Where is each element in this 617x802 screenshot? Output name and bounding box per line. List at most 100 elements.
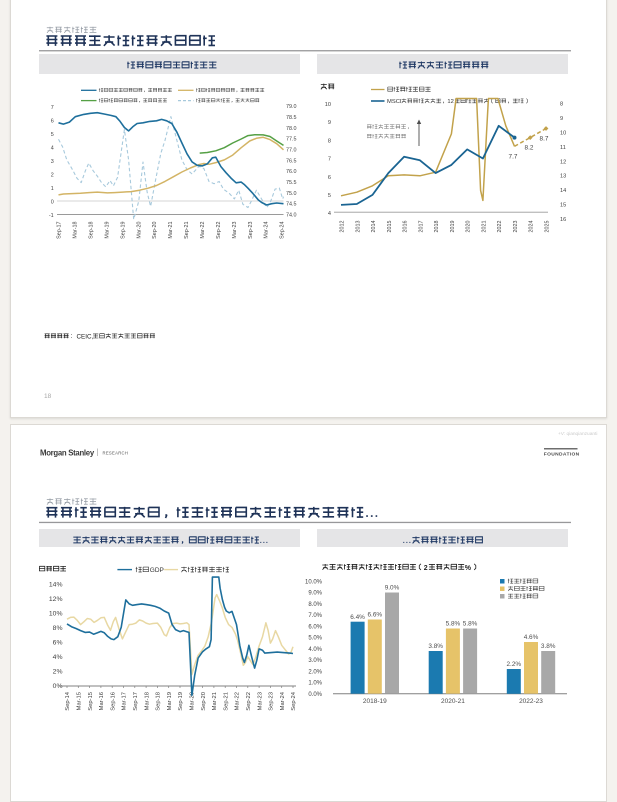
svg-text:GDP: GDP	[150, 567, 164, 574]
svg-text:2.0%: 2.0%	[308, 669, 322, 675]
svg-text:Mar-16: Mar-16	[99, 692, 105, 710]
svg-text:9.0%: 9.0%	[308, 591, 322, 597]
svg-text:Sep-22: Sep-22	[246, 692, 252, 711]
svg-text:Sep-24: Sep-24	[280, 222, 286, 239]
svg-text:16: 16	[560, 217, 566, 223]
svg-text:%: %	[465, 565, 472, 572]
svg-text:1: 1	[51, 186, 54, 192]
svg-text:2014: 2014	[371, 221, 377, 233]
svg-text:4: 4	[51, 145, 54, 151]
svg-text:0: 0	[51, 199, 54, 205]
svg-text:Mar-21: Mar-21	[168, 222, 174, 239]
svg-text:12: 12	[560, 159, 566, 165]
svg-text:Sep-15: Sep-15	[88, 692, 94, 711]
svg-text:75.0: 75.0	[286, 191, 297, 197]
svg-text:3.8%: 3.8%	[541, 643, 556, 650]
svg-text:6: 6	[328, 175, 331, 181]
svg-text:77.0: 77.0	[286, 147, 297, 153]
svg-text:3.0%: 3.0%	[308, 658, 322, 664]
svg-text:8: 8	[328, 138, 331, 144]
svg-text:Mar-24: Mar-24	[280, 691, 286, 710]
svg-text:Sep-17: Sep-17	[133, 692, 139, 711]
svg-text:9: 9	[328, 120, 331, 126]
svg-text:Mar-20: Mar-20	[190, 692, 196, 710]
svg-text:4: 4	[328, 211, 331, 217]
svg-text:11: 11	[560, 145, 566, 151]
svg-text:2022: 2022	[497, 221, 503, 233]
svg-text:+V: qianqianzuanti: +V: qianqianzuanti	[558, 431, 597, 437]
svg-text:12%: 12%	[49, 596, 63, 603]
svg-text:5.8%: 5.8%	[463, 621, 478, 628]
svg-text:2.2%: 2.2%	[507, 661, 522, 668]
svg-text:6.4%: 6.4%	[350, 614, 365, 621]
svg-text:Mar-17: Mar-17	[122, 692, 128, 710]
svg-text:Morgan Stanley: Morgan Stanley	[40, 448, 95, 457]
svg-text:8%: 8%	[53, 625, 63, 632]
svg-text:2022-23: 2022-23	[519, 698, 543, 705]
svg-text:7.0%: 7.0%	[308, 613, 322, 619]
svg-text:2020: 2020	[466, 221, 472, 233]
svg-text:Sep-19: Sep-19	[178, 692, 184, 711]
svg-text:Sep-21: Sep-21	[223, 692, 229, 711]
svg-text:0.0%: 0.0%	[308, 692, 322, 698]
svg-text:6%: 6%	[53, 640, 63, 647]
svg-text:2: 2	[51, 172, 54, 178]
svg-text:5.0%: 5.0%	[308, 636, 322, 642]
svg-text:2025: 2025	[545, 221, 551, 233]
svg-text:Sep-18: Sep-18	[156, 692, 162, 711]
svg-text:74.0: 74.0	[286, 212, 297, 218]
svg-text:3: 3	[51, 159, 54, 165]
svg-text:Sep-20: Sep-20	[201, 692, 207, 711]
svg-text:Sep-14: Sep-14	[65, 691, 71, 710]
svg-text:18: 18	[44, 393, 52, 400]
svg-text:4.0%: 4.0%	[308, 647, 322, 653]
svg-text:Mar-19: Mar-19	[167, 692, 173, 710]
svg-text:2015: 2015	[387, 221, 393, 233]
svg-text:RESEARCH: RESEARCH	[103, 451, 129, 456]
svg-text:76.5: 76.5	[286, 158, 297, 164]
svg-text:78.0: 78.0	[286, 126, 297, 132]
svg-text:0%: 0%	[53, 683, 63, 690]
svg-text:Mar-21: Mar-21	[212, 692, 218, 710]
svg-text:2024: 2024	[529, 221, 535, 233]
svg-text:78.5: 78.5	[286, 115, 297, 121]
svg-text:Mar-22: Mar-22	[200, 222, 206, 239]
svg-text:2: 2	[424, 565, 428, 572]
svg-text:8.0%: 8.0%	[308, 602, 322, 608]
svg-text:Sep-17: Sep-17	[57, 222, 63, 239]
svg-text:12: 12	[447, 99, 453, 105]
svg-text:75.5: 75.5	[286, 180, 297, 186]
svg-text:Sep-22: Sep-22	[216, 222, 222, 239]
svg-text:15: 15	[560, 203, 566, 209]
svg-text:7.7: 7.7	[509, 154, 518, 161]
svg-text:9: 9	[560, 116, 563, 122]
svg-text:8: 8	[560, 102, 563, 108]
svg-text:9.0%: 9.0%	[385, 585, 400, 592]
svg-text:5: 5	[328, 193, 331, 199]
svg-text:7: 7	[51, 105, 54, 111]
svg-text:6.6%: 6.6%	[368, 612, 383, 619]
svg-text:6: 6	[51, 118, 54, 124]
svg-text:2013: 2013	[355, 221, 361, 233]
svg-text:2023: 2023	[513, 221, 519, 233]
svg-text:Mar-18: Mar-18	[73, 222, 79, 239]
svg-text:2018: 2018	[434, 221, 440, 233]
svg-text:2019: 2019	[450, 221, 456, 233]
svg-text:3.8%: 3.8%	[428, 643, 443, 650]
svg-text:Mar-15: Mar-15	[77, 692, 83, 710]
svg-text:FOUNDATION: FOUNDATION	[544, 452, 580, 458]
svg-text:79.0: 79.0	[286, 104, 297, 110]
svg-text:2012: 2012	[340, 221, 346, 233]
svg-text:4.6%: 4.6%	[524, 634, 539, 641]
svg-text:2020-21: 2020-21	[441, 698, 465, 705]
svg-text:Sep-24: Sep-24	[291, 691, 297, 710]
svg-text:MSCI: MSCI	[387, 99, 402, 105]
svg-text:Mar-23: Mar-23	[257, 692, 263, 710]
svg-text:76.0: 76.0	[286, 169, 297, 175]
svg-text:Mar-20: Mar-20	[136, 222, 142, 239]
svg-text:Sep-20: Sep-20	[152, 222, 158, 239]
svg-text:14%: 14%	[49, 582, 63, 589]
svg-text:Mar-18: Mar-18	[144, 692, 150, 710]
svg-text:5.8%: 5.8%	[446, 621, 461, 628]
svg-text:2018-19: 2018-19	[363, 698, 387, 705]
